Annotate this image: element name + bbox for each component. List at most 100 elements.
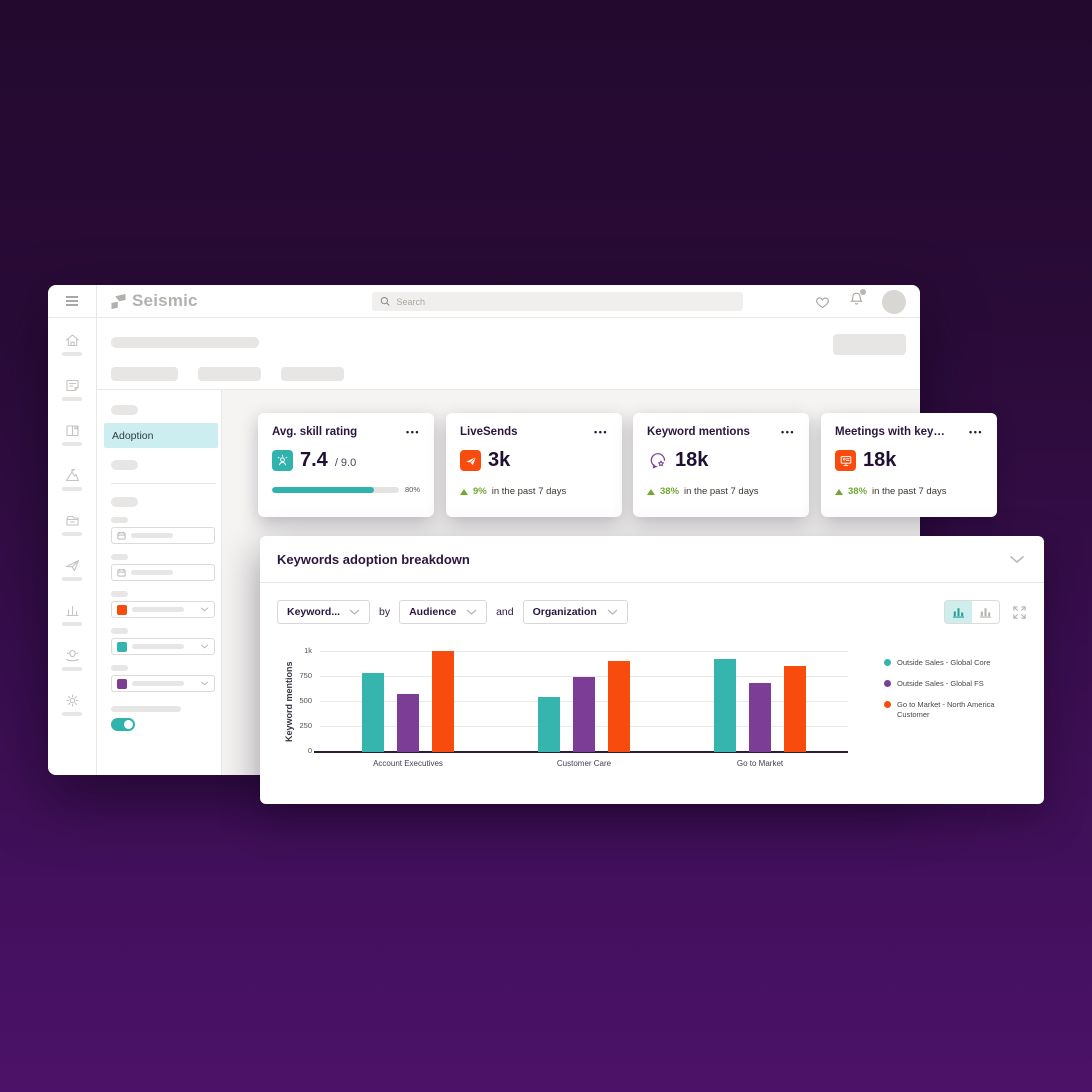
delta-text: in the past 7 days [491, 486, 567, 497]
legend-dot [884, 680, 891, 688]
kpi-card-keyword-mentions: Keyword mentions ••• 18k 38% in the past… [633, 413, 809, 517]
y-tick-label: 250 [299, 721, 312, 730]
calendar-icon [117, 568, 126, 577]
chart-bar [573, 677, 595, 752]
card-menu-button[interactable]: ••• [781, 426, 795, 437]
sidebar-item-adoption[interactable]: Adoption [104, 423, 218, 448]
tab-bar [111, 367, 344, 381]
collapse-chevron-icon[interactable] [1009, 555, 1025, 564]
trend-up-icon [835, 488, 843, 495]
filter-label-placeholder [111, 517, 128, 523]
expand-icon[interactable] [1012, 605, 1027, 620]
toggle-switch[interactable] [111, 718, 135, 731]
action-button-placeholder[interactable] [833, 334, 906, 355]
header-actions [814, 285, 906, 318]
placeholder-bar [62, 532, 82, 536]
chart-bar [538, 697, 560, 752]
sidebar-item-library[interactable] [62, 422, 82, 446]
chevron-down-icon [200, 607, 209, 612]
gridline [320, 651, 848, 652]
toggle-knob [124, 720, 133, 729]
x-axis-category-label: Go to Market [736, 759, 784, 768]
mountain-flag-icon [65, 468, 79, 482]
hamburger-menu-icon[interactable] [65, 295, 79, 307]
grouped-bar-chart-button[interactable] [945, 601, 972, 623]
idea-lightbulb-icon [65, 649, 79, 662]
tab-placeholder-1[interactable] [111, 367, 178, 381]
search-input[interactable] [396, 296, 735, 307]
card-menu-button[interactable]: ••• [406, 426, 420, 437]
sidebar-item-livesend[interactable] [62, 557, 82, 581]
nav-item-placeholder[interactable] [111, 460, 138, 470]
card-title: Avg. skill rating [272, 426, 358, 438]
dimension-select[interactable]: Keyword... [277, 600, 370, 624]
legend-dot [884, 659, 891, 666]
tab-placeholder-2[interactable] [198, 367, 261, 381]
orange-swatch [117, 604, 127, 615]
seismic-logomark-icon [111, 293, 126, 309]
card-value: 3k [488, 449, 511, 471]
audience-select[interactable]: Audience [399, 600, 488, 624]
search-bar[interactable] [372, 292, 743, 311]
tab-placeholder-3[interactable] [281, 367, 344, 381]
sidebar-item-notes[interactable] [62, 377, 82, 401]
meetings-icon [835, 450, 856, 471]
bar-group [496, 652, 672, 752]
header-left [48, 285, 97, 318]
plot-wrap: Account Executives Customer Care Go to Mar… [314, 638, 848, 768]
y-tick-label: 1k [304, 646, 312, 655]
sidebar-item-analytics[interactable] [62, 602, 82, 626]
panel-header: Keywords adoption breakdown [260, 536, 1044, 583]
chart-bar [714, 658, 736, 752]
card-menu-button[interactable]: ••• [969, 426, 983, 437]
sidebar-item-ideas[interactable] [62, 647, 82, 671]
filter-label-placeholder [111, 628, 128, 634]
kpi-card-meetings: Meetings with key… ••• 18k 38% in the pa… [821, 413, 997, 517]
skill-progress-fill [272, 486, 374, 493]
home-icon [65, 334, 79, 347]
select-value: Audience [409, 606, 457, 618]
placeholder-bar [132, 644, 184, 649]
gear-icon [65, 694, 79, 707]
toggle-label-placeholder [111, 706, 181, 712]
date-from-input[interactable] [111, 527, 215, 544]
placeholder-bar [62, 487, 82, 491]
placeholder-bar [62, 577, 82, 581]
card-menu-button[interactable]: ••• [594, 426, 608, 437]
user-avatar[interactable] [882, 289, 906, 314]
keyword-mentions-icon [647, 450, 668, 471]
kpi-card-skill-rating: Avg. skill rating ••• 7.4 / 9.0 80% [258, 413, 434, 517]
top-header: Seismic [97, 285, 920, 318]
sidebar-item-workspace[interactable] [62, 512, 82, 536]
delta-text: in the past 7 days [684, 486, 759, 497]
filter-label-placeholder [111, 554, 128, 560]
stacked-bar-chart-button[interactable] [972, 601, 999, 623]
organization-select[interactable]: Organization [522, 600, 628, 624]
nav-item-placeholder[interactable] [111, 405, 138, 415]
series-filter-teal[interactable] [111, 638, 215, 655]
icon-sidebar [48, 318, 97, 775]
card-value: 18k [863, 449, 897, 471]
sidebar-item-goals[interactable] [62, 467, 82, 491]
card-title: Meetings with key… [835, 426, 945, 438]
panel-toolbar: Keyword... by Audience and Organization [260, 583, 1044, 624]
notifications-bell[interactable] [849, 289, 866, 312]
series-filter-orange[interactable] [111, 601, 215, 618]
card-title: Keyword mentions [647, 426, 750, 438]
sidebar-item-home[interactable] [62, 332, 82, 356]
conjunction-by: by [379, 606, 391, 618]
placeholder-bar [131, 570, 173, 575]
placeholder-bar [62, 397, 82, 401]
chart-bar [608, 661, 630, 752]
bar-group [672, 652, 848, 752]
legend-item: Outside Sales - Global Core [884, 658, 1006, 668]
app-window: Seismic [48, 285, 920, 775]
panel-title: Keywords adoption breakdown [277, 551, 470, 567]
date-to-input[interactable] [111, 564, 215, 581]
chart-bar [362, 673, 384, 752]
y-tick-label: 0 [307, 746, 312, 755]
series-filter-purple[interactable] [111, 675, 215, 692]
favorites-heart-icon[interactable] [814, 294, 831, 309]
chart-area: Keyword mentions 0 250 500 750 1k Account Ex… [260, 624, 1044, 768]
sidebar-item-settings[interactable] [62, 692, 82, 716]
